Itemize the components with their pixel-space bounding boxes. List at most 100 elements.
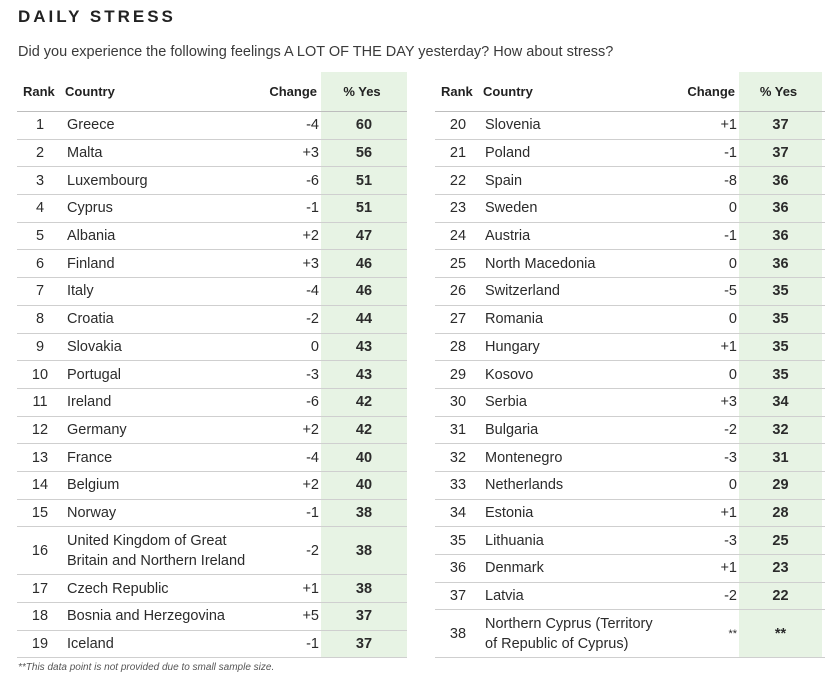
rank-cell: 10 <box>31 366 49 383</box>
pct-yes-cell: 23 <box>772 560 789 577</box>
rank-cell: 27 <box>449 311 467 328</box>
table-row: 36 Denmark +1 23 <box>435 555 825 583</box>
table-row: 9 Slovakia 0 43 <box>17 334 407 362</box>
country-cell: Cyprus <box>67 200 113 217</box>
pct-yes-cell: 22 <box>772 588 789 605</box>
rank-cell: 37 <box>449 588 467 605</box>
country-cell: Norway <box>67 504 117 521</box>
country-cell: North Macedonia <box>485 255 596 272</box>
pct-yes-cell: 35 <box>772 283 789 300</box>
pct-column-highlight <box>321 72 407 659</box>
country-cell: Denmark <box>485 560 544 577</box>
header-rank: Rank <box>441 84 473 99</box>
table-row: 37 Latvia -2 22 <box>435 583 825 611</box>
table-row: 14 Belgium +2 40 <box>17 472 407 500</box>
change-cell: -6 <box>306 394 319 411</box>
change-cell: 0 <box>728 477 737 494</box>
country-cell: Belgium <box>67 477 120 494</box>
country-cell: Estonia <box>485 504 534 521</box>
change-cell: +1 <box>720 504 737 521</box>
table-row: 26 Switzerland -5 35 <box>435 278 825 306</box>
rank-cell: 16 <box>31 542 49 559</box>
table-row: 34 Estonia +1 28 <box>435 500 825 528</box>
table-row: 15 Norway -1 38 <box>17 500 407 528</box>
pct-yes-cell: 37 <box>355 608 373 625</box>
pct-yes-cell: 38 <box>355 580 373 597</box>
change-cell: +1 <box>720 117 737 134</box>
change-cell: +3 <box>302 145 319 162</box>
table-row: 18 Bosnia and Herzegovina +5 37 <box>17 603 407 631</box>
pct-yes-cell: 28 <box>772 504 789 521</box>
pct-yes-cell: 46 <box>355 255 373 272</box>
change-cell: 0 <box>728 366 737 383</box>
ranking-table-left: Rank Country Change % Yes 1 Greece -4 60 2 Ma… <box>17 72 407 659</box>
rank-cell: 34 <box>449 504 467 521</box>
change-cell: -3 <box>724 532 737 549</box>
header-rank: Rank <box>23 84 55 99</box>
table-row: 16 United Kingdom of Great Britain and No… <box>17 527 407 576</box>
rank-cell: 32 <box>449 449 467 466</box>
rank-cell: 4 <box>35 200 45 217</box>
change-cell: +1 <box>302 580 319 597</box>
header-change: Change <box>269 84 317 99</box>
pct-yes-cell: 42 <box>355 394 373 411</box>
table-row: 11 Ireland -6 42 <box>17 389 407 417</box>
pct-yes-cell: 37 <box>772 117 789 134</box>
pct-yes-cell: 32 <box>772 421 789 438</box>
country-cell: Finland <box>67 255 115 272</box>
rank-cell: 3 <box>35 172 45 189</box>
rank-cell: 36 <box>449 560 467 577</box>
table-row: 38 Northern Cyprus (Territory of Republic… <box>435 610 825 659</box>
pct-yes-cell: 51 <box>355 172 373 189</box>
rank-cell: 17 <box>31 580 49 597</box>
table-row: 33 Netherlands 0 29 <box>435 472 825 500</box>
country-cell: Sweden <box>485 200 538 217</box>
change-cell: +2 <box>302 228 319 245</box>
change-cell: 0 <box>310 338 319 355</box>
country-cell: Slovenia <box>485 117 541 134</box>
country-cell: Luxembourg <box>67 172 148 189</box>
country-cell: Greece <box>67 117 115 134</box>
table-row: 6 Finland +3 46 <box>17 250 407 279</box>
change-cell: -3 <box>724 449 737 466</box>
table-row: 2 Malta +3 56 <box>17 140 407 168</box>
country-cell: Portugal <box>67 366 122 383</box>
header-pct-yes: % Yes <box>759 84 798 99</box>
pct-yes-cell: 36 <box>772 228 789 245</box>
pct-yes-cell: 56 <box>355 145 373 162</box>
country-cell: Lithuania <box>485 532 544 549</box>
pct-yes-cell: ** <box>774 625 787 642</box>
rank-cell: 26 <box>449 283 467 300</box>
country-cell: Croatia <box>67 311 114 328</box>
table-row: 35 Lithuania -3 25 <box>435 527 825 555</box>
table-row: 28 Hungary +1 35 <box>435 334 825 362</box>
change-cell: -1 <box>306 200 319 217</box>
pct-yes-cell: 36 <box>772 255 789 272</box>
footnote: **This data point is not provided due to… <box>18 662 275 673</box>
change-cell: +5 <box>302 608 319 625</box>
pct-yes-cell: 46 <box>355 283 373 300</box>
country-cell: Kosovo <box>485 366 534 383</box>
table-row: 4 Cyprus -1 51 <box>17 195 407 223</box>
country-cell: Latvia <box>485 588 524 605</box>
pct-yes-cell: 29 <box>772 477 789 494</box>
rank-cell: 19 <box>31 636 49 653</box>
table-row: 17 Czech Republic +1 38 <box>17 575 407 603</box>
country-cell: Ireland <box>67 394 112 411</box>
country-cell: Montenegro <box>485 449 563 466</box>
change-cell: -4 <box>306 449 319 466</box>
rank-cell: 1 <box>35 117 45 134</box>
rank-cell: 23 <box>449 200 467 217</box>
header-country: Country <box>483 83 533 99</box>
rank-cell: 30 <box>449 394 467 411</box>
country-cell: Germany <box>67 421 127 438</box>
rank-cell: 24 <box>449 228 467 245</box>
pct-yes-cell: 36 <box>772 172 789 189</box>
pct-yes-cell: 31 <box>772 449 789 466</box>
ranking-table-right: Rank Country Change % Yes 20 Slovenia +1 37… <box>435 72 825 659</box>
rank-cell: 15 <box>31 504 49 521</box>
rank-cell: 25 <box>449 255 467 272</box>
pct-yes-cell: 37 <box>355 636 373 653</box>
change-cell: -6 <box>306 172 319 189</box>
country-cell: Hungary <box>485 338 540 355</box>
